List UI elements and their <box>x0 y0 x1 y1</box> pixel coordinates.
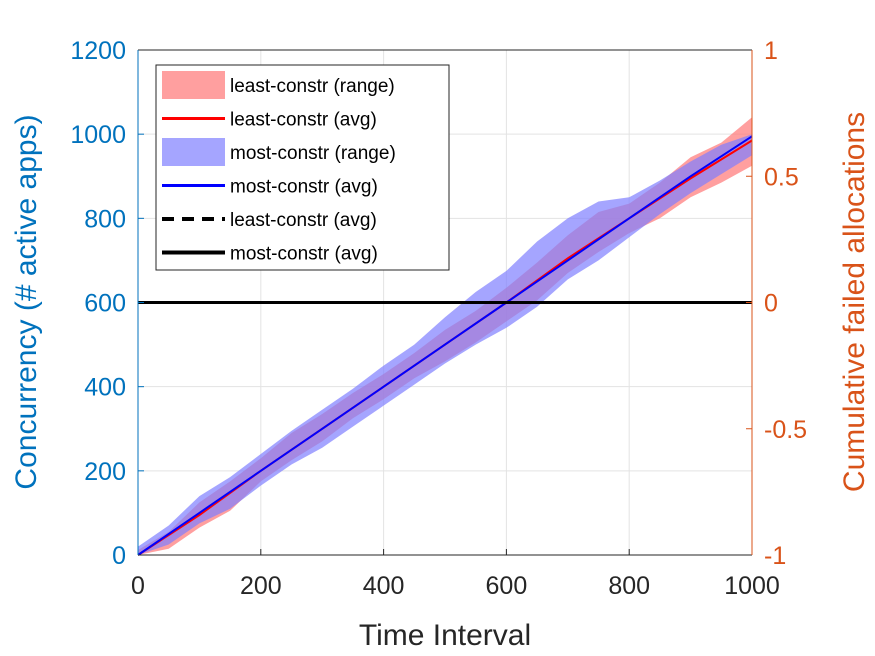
x-tick-label: 200 <box>240 572 282 600</box>
y-right-tick-label: -1 <box>764 542 786 570</box>
y-left-tick-label: 0 <box>112 542 126 570</box>
y-axis-left-title: Concurrency (# active apps) <box>10 114 43 489</box>
y-right-tick-label: 0 <box>764 290 778 318</box>
legend: least-constr (range) least-constr (avg) mo… <box>155 64 450 271</box>
legend-label: least-constr (range) <box>230 76 395 97</box>
legend-label: least-constr (avg) <box>230 110 377 131</box>
y-right-tick-label: 1 <box>764 37 778 65</box>
x-tick-label: 800 <box>608 572 650 600</box>
legend-swatch <box>162 138 225 166</box>
axes <box>137 49 753 556</box>
x-tick-label: 0 <box>131 572 145 600</box>
legend-box <box>155 64 450 271</box>
legend-label: most-constr (avg) <box>230 244 378 265</box>
series-lines <box>137 135 753 556</box>
legend-label: most-constr (avg) <box>230 177 378 198</box>
legend-label: least-constr (avg) <box>230 210 377 231</box>
tick-labels: 0 200 400 600 800 1000 0 200 400 600 800 1000 1200 -1… <box>70 37 807 600</box>
y-axis-right-title: Cumulative failed allocations <box>838 112 871 492</box>
y-left-tick-label: 600 <box>84 290 126 318</box>
x-tick-label: 400 <box>363 572 405 600</box>
x-tick-label: 600 <box>486 572 528 600</box>
x-tick-label: 1000 <box>724 572 780 600</box>
y-left-tick-label: 1200 <box>70 37 126 65</box>
x-axis-title: Time Interval <box>359 619 531 652</box>
y-left-tick-label: 200 <box>84 458 126 486</box>
y-right-tick-label: 0.5 <box>764 163 799 191</box>
y-left-tick-label: 1000 <box>70 121 126 149</box>
y-left-tick-label: 400 <box>84 374 126 402</box>
series-line-3 <box>137 135 753 556</box>
y-right-tick-label: -0.5 <box>764 416 807 444</box>
legend-label: most-constr (range) <box>230 143 396 164</box>
legend-swatch <box>162 71 225 99</box>
y-left-tick-label: 800 <box>84 205 126 233</box>
